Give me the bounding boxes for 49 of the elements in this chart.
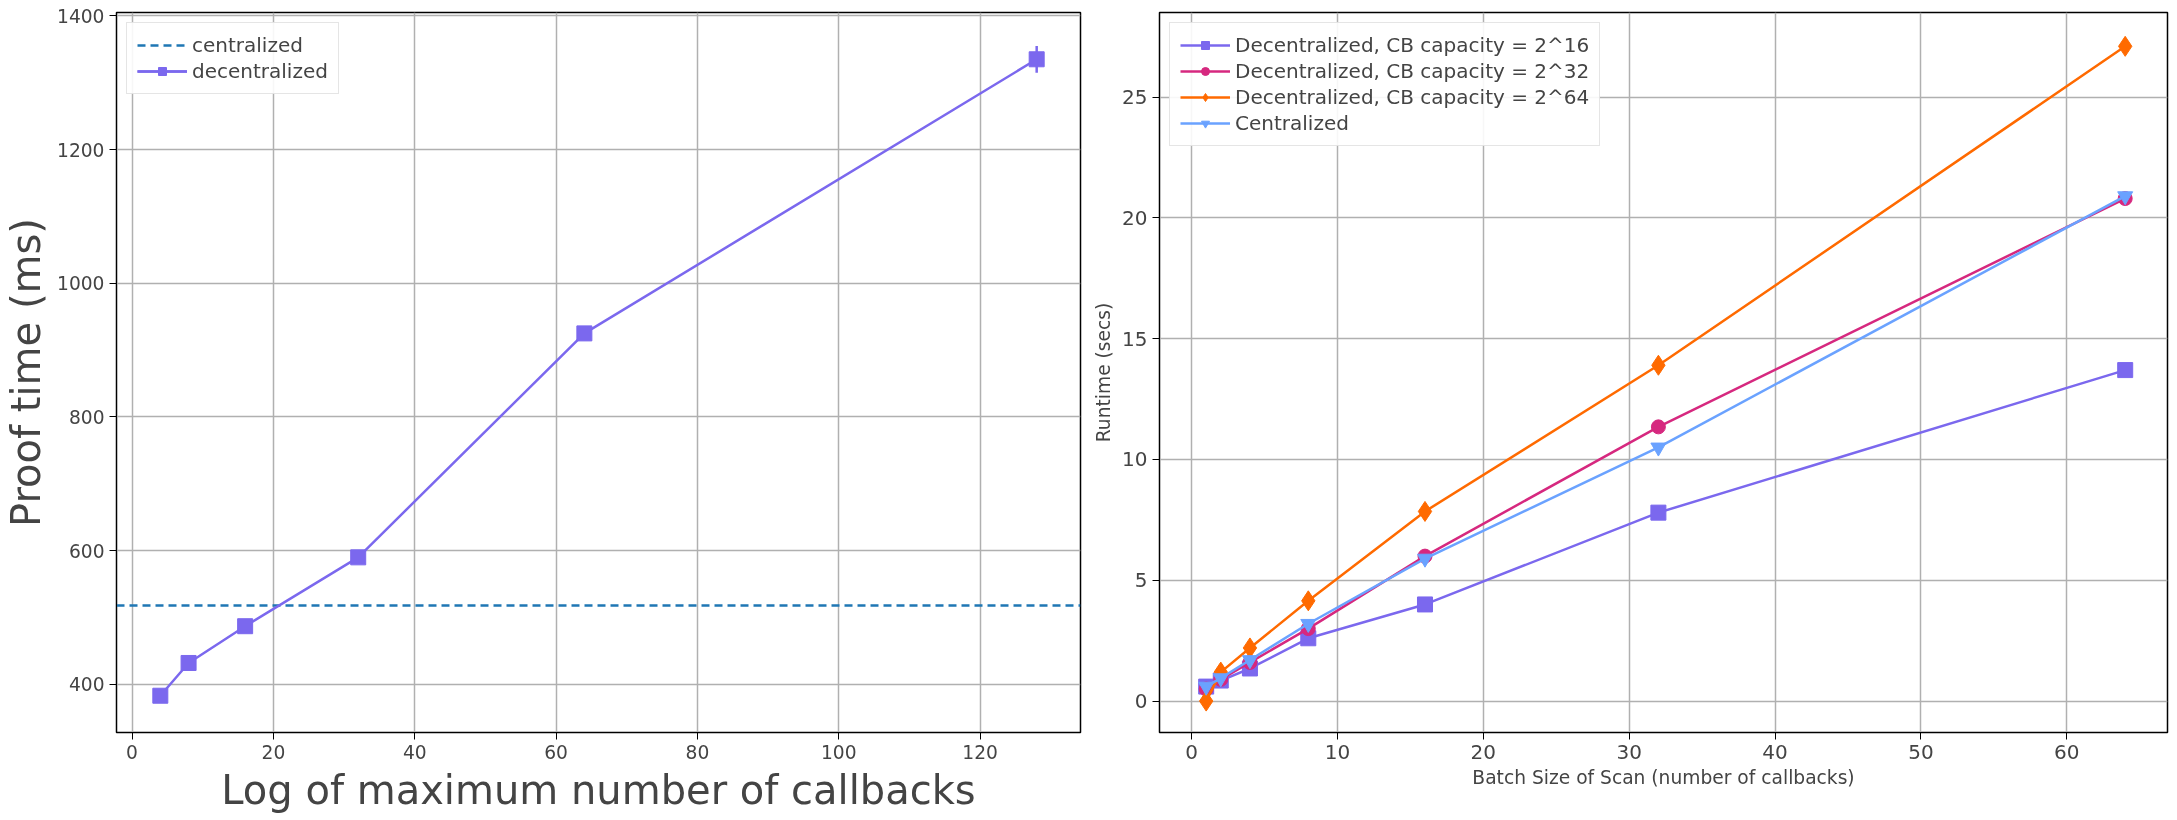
y-tick-label: 20 — [1122, 205, 1148, 230]
point — [237, 618, 254, 635]
point — [180, 654, 197, 671]
y-tick-label: 10 — [1122, 447, 1148, 472]
x-tick-label: 60 — [2054, 739, 2080, 764]
y-tick-label: 0 — [1134, 689, 1148, 714]
y-tick-label: 400 — [68, 674, 105, 696]
point — [576, 325, 593, 342]
point — [350, 549, 367, 566]
x-axis-title: Batch Size of Scan (number of callbacks) — [1472, 766, 1855, 788]
y-tick-label: 5 — [1134, 568, 1148, 593]
x-tick-label: 40 — [402, 741, 427, 763]
y-tick-label: 1200 — [57, 139, 105, 161]
point — [1417, 500, 1433, 522]
legend-label: centralized — [192, 33, 303, 57]
x-tick-label: 30 — [1616, 739, 1642, 764]
y-tick-label: 600 — [68, 540, 105, 562]
point — [1650, 504, 1667, 521]
point — [1650, 442, 1667, 457]
y-tick-label: 1000 — [57, 273, 105, 295]
point — [1650, 419, 1666, 435]
y-tick-label: 1400 — [57, 5, 105, 27]
point — [152, 687, 169, 704]
point — [1416, 596, 1433, 613]
legend-label: Decentralized, CB capacity = 2^64 — [1235, 85, 1590, 109]
x-tick-label: 0 — [126, 741, 138, 763]
legend-label: Decentralized, CB capacity = 2^16 — [1235, 33, 1590, 57]
legend-label: Decentralized, CB capacity = 2^32 — [1235, 59, 1590, 83]
x-tick-label: 60 — [544, 741, 568, 763]
x-tick-label: 120 — [962, 741, 998, 763]
x-tick-label: 20 — [261, 741, 286, 763]
point — [2117, 362, 2134, 379]
x-tick-label: 40 — [1762, 739, 1788, 764]
legend-label: Centralized — [1235, 111, 1349, 135]
point — [1416, 553, 1433, 568]
x-tick-label: 0 — [1185, 739, 1198, 764]
y-axis-title: Runtime (secs) — [1093, 302, 1115, 443]
x-tick-label: 80 — [685, 741, 710, 763]
y-tick-label: 800 — [68, 406, 105, 428]
x-tick-label: 50 — [1908, 739, 1934, 764]
point — [1300, 618, 1317, 633]
x-tick-label: 20 — [1470, 739, 1497, 764]
y-tick-label: 25 — [1122, 85, 1148, 110]
y-axis-title: Proof time (ms) — [3, 218, 50, 527]
legend-label: decentralized — [192, 59, 328, 83]
x-tick-label: 100 — [820, 741, 857, 763]
x-tick-label: 10 — [1324, 739, 1351, 764]
y-tick-label: 15 — [1122, 326, 1148, 351]
x-axis-title: Log of maximum number of callbacks — [221, 766, 976, 813]
